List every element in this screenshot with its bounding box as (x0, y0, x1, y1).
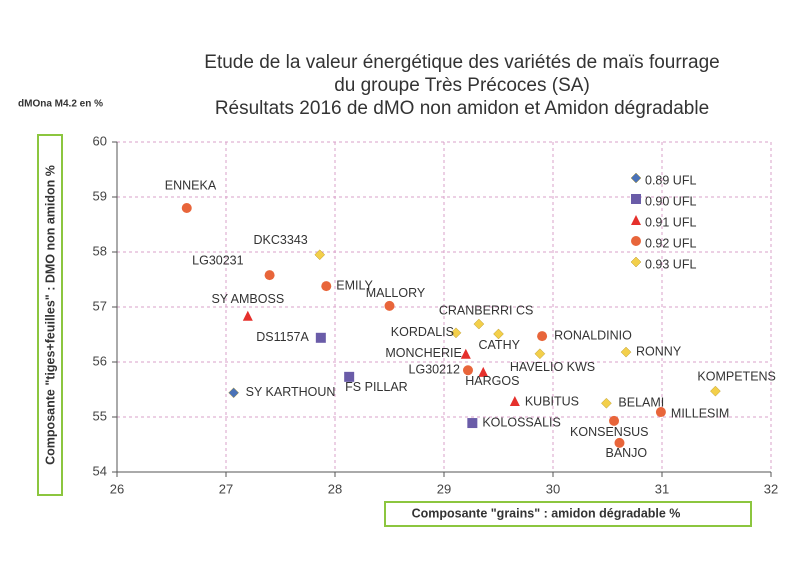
point-label: SY AMBOSS (211, 292, 284, 306)
point (509, 396, 520, 407)
point (601, 397, 612, 409)
legend-label: 0.93 UFL (645, 257, 696, 271)
point (620, 346, 632, 358)
point (242, 310, 253, 321)
y-axis-label: Composante "tiges+feuilles" : DMO non am… (43, 165, 57, 465)
point-label: KOLOSSALIS (482, 415, 561, 429)
point (264, 270, 275, 281)
point (321, 281, 332, 292)
x-tick-label: 30 (546, 481, 560, 496)
y-tick-label: 59 (93, 188, 107, 203)
x-tick-label: 31 (655, 481, 669, 496)
point (537, 331, 548, 342)
point (467, 418, 478, 429)
point-label: RONNY (636, 344, 682, 358)
y-tick-label: 57 (93, 298, 107, 313)
point-label: MONCHERIE (385, 346, 461, 360)
chart-title: Résultats 2016 de dMO non amidon et Amid… (215, 98, 709, 119)
point-label: SY KARTHOUN (246, 385, 336, 399)
point (614, 437, 625, 448)
point (473, 318, 485, 330)
x-tick-label: 27 (219, 481, 233, 496)
point-label: MALLORY (366, 286, 426, 300)
legend-marker (630, 172, 642, 184)
y-tick-label: 55 (93, 408, 107, 423)
point (315, 332, 326, 343)
point-label: EMILY (336, 278, 373, 292)
legend-label: 0.92 UFL (645, 236, 696, 250)
point-label: ENNEKA (165, 178, 217, 192)
point (534, 348, 546, 360)
x-tick-label: 26 (110, 481, 124, 496)
point-label: FS PILLAR (345, 380, 408, 394)
legend-marker (631, 215, 641, 225)
point (710, 385, 721, 397)
point-label: KONSENSUS (570, 425, 649, 439)
point-label: KOMPETENS (697, 369, 776, 383)
point-label: HAVELIO KWS (510, 360, 595, 374)
point-label: DKC3343 (254, 233, 308, 247)
y-tick-label: 56 (93, 353, 107, 368)
point-label: LG30212 (409, 363, 460, 377)
legend-marker (630, 256, 642, 268)
legend-label: 0.90 UFL (645, 194, 696, 208)
chart-title: du groupe Très Précoces (SA) (334, 75, 590, 96)
chart-title: Etude de la valeur énergétique des varié… (204, 52, 719, 73)
legend-label: 0.91 UFL (645, 215, 696, 229)
point (450, 327, 462, 339)
x-tick-label: 28 (328, 481, 342, 496)
x-tick-label: 29 (437, 481, 451, 496)
point-label: RONALDINIO (554, 328, 632, 342)
x-axis-label: Composante "grains" : amidon dégradable … (412, 506, 681, 520)
point-label: CRANBERRI CS (439, 303, 533, 317)
y-tick-label: 60 (93, 133, 107, 148)
point (460, 348, 471, 359)
point-label: MILLESIM (671, 406, 729, 420)
x-label-box (384, 501, 752, 527)
point (228, 387, 239, 399)
point-label: BANJO (605, 446, 647, 460)
point (655, 407, 666, 418)
point (478, 366, 489, 377)
legend-marker (631, 236, 641, 246)
point (493, 328, 504, 340)
point-label: HARGOS (465, 374, 519, 388)
unit-note: dMOna M4.2 en % (18, 99, 103, 110)
y-label-box (37, 134, 63, 496)
point-label: LG30231 (192, 253, 243, 267)
y-tick-label: 58 (93, 243, 107, 258)
point (609, 415, 620, 426)
point (344, 371, 355, 382)
point-label: KUBITUS (525, 394, 579, 408)
point-label: CATHY (479, 338, 521, 352)
y-tick-label: 54 (93, 463, 107, 478)
point (462, 365, 473, 376)
point (314, 249, 326, 261)
legend-label: 0.89 UFL (645, 173, 696, 187)
point (181, 203, 192, 213)
point-label: DS1157A (256, 330, 309, 344)
point (384, 300, 395, 311)
legend-marker (631, 194, 641, 204)
point-label: BELAMI (618, 396, 664, 410)
x-tick-label: 32 (764, 481, 778, 496)
point-label: KORDALIS (391, 325, 454, 339)
